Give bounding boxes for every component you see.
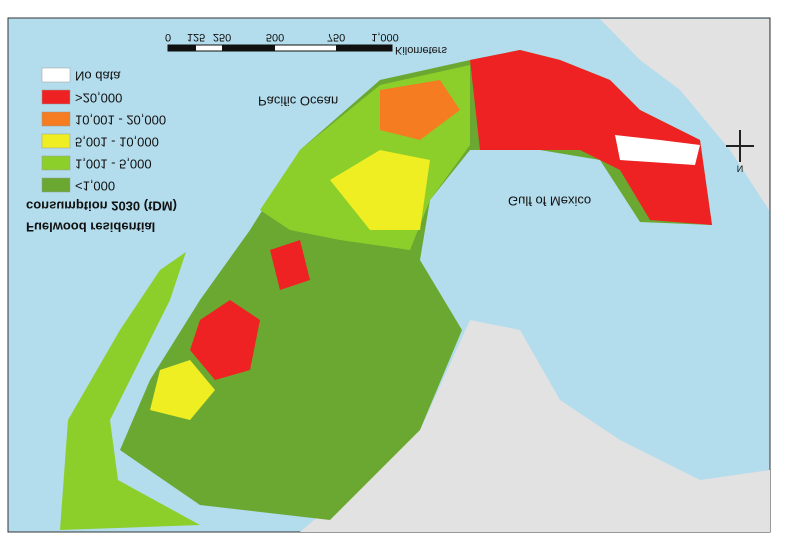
scale-segment: [168, 45, 196, 51]
north-label: N: [737, 164, 744, 174]
scale-tick-label: 250: [213, 31, 231, 43]
region-red-west: [190, 300, 260, 380]
scale-segment: [336, 45, 392, 51]
region-red-east: [470, 50, 712, 225]
region-red-mid: [270, 240, 310, 290]
pacific-label: Pacific Ocean: [258, 94, 338, 109]
legend-label: 10,001 - 20,000: [75, 113, 166, 128]
scale-tick-label: 125: [187, 31, 205, 43]
gulf-label: Gulf of Mexico: [508, 194, 591, 209]
legend-title: Fuelwood residential: [26, 220, 155, 235]
scale-segment: [222, 45, 275, 51]
scale-tick-label: 0: [165, 31, 171, 43]
region-orange: [380, 80, 460, 140]
scale-tick-label: 750: [327, 31, 345, 43]
scale-tick-label: 1,000: [371, 31, 399, 43]
north-arrow: N: [726, 130, 754, 174]
legend-label: No data: [75, 69, 121, 84]
legend-title: consumption 2030 (tDM): [26, 199, 177, 214]
region-yellow-north: [330, 150, 430, 230]
scale-bar: Kilometers: [167, 44, 447, 56]
region-yellow: [150, 360, 215, 420]
legend-label: 5,001 - 10,000: [75, 135, 159, 150]
legend-label: >20,000: [75, 91, 122, 106]
legend-swatch: [41, 155, 71, 171]
legend-swatch: [41, 177, 71, 193]
legend-swatch: [41, 67, 71, 83]
legend-swatch: [41, 111, 71, 127]
legend-label: <1,000: [75, 179, 115, 194]
legend-label: 1,001 - 5,000: [75, 157, 152, 172]
land-us: [300, 320, 770, 532]
mainland: [120, 50, 712, 520]
baja: [60, 252, 200, 530]
region-nodata: [615, 135, 700, 165]
scale-unit: Kilometers: [395, 44, 447, 56]
land-north: [600, 19, 769, 210]
legend-swatch: [41, 133, 71, 149]
legend-swatch: [41, 89, 71, 105]
scale-tick-label: 500: [266, 31, 284, 43]
